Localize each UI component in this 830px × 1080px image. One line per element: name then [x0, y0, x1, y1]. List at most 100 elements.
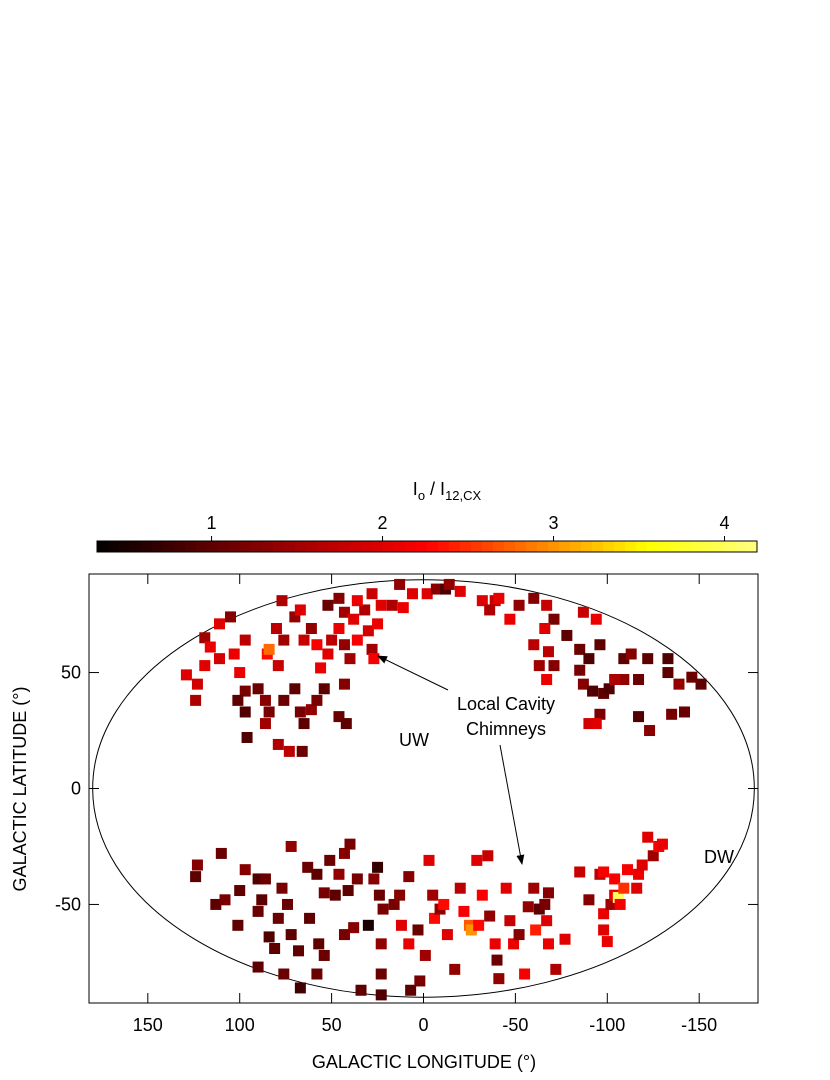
colorbar-segment	[174, 541, 186, 552]
data-point	[338, 678, 350, 690]
data-point	[239, 634, 251, 646]
data-point	[278, 968, 290, 980]
arrow	[499, 744, 525, 865]
data-point	[338, 929, 350, 941]
data-point	[438, 898, 450, 910]
data-point	[386, 599, 398, 611]
data-point	[366, 588, 378, 600]
data-point	[239, 685, 251, 697]
colorbar-segment	[361, 541, 373, 552]
data-point	[574, 866, 586, 878]
colorbar-label-sub: o	[418, 488, 425, 503]
data-point	[414, 975, 426, 987]
data-point	[296, 745, 308, 757]
data-point	[590, 718, 602, 730]
data-point	[351, 595, 363, 607]
data-point	[583, 718, 595, 730]
data-point	[311, 968, 323, 980]
colorbar-segment	[559, 541, 571, 552]
data-point	[191, 859, 203, 871]
data-point	[644, 725, 656, 737]
data-point	[342, 885, 354, 897]
data-point	[304, 912, 316, 924]
data-point	[471, 854, 483, 866]
data-point	[513, 929, 525, 941]
colorbar-frame	[96, 540, 758, 553]
data-point	[598, 908, 610, 920]
data-point	[278, 694, 290, 706]
data-point	[338, 606, 350, 618]
colorbar-segment	[515, 541, 527, 552]
data-point	[574, 664, 586, 676]
data-point	[372, 618, 384, 630]
data-point	[577, 606, 589, 618]
data-point	[618, 653, 630, 665]
data-point	[377, 903, 389, 915]
data-point	[403, 938, 415, 950]
colorbar-segment	[724, 541, 736, 552]
data-point	[232, 919, 244, 931]
data-point	[633, 711, 645, 723]
data-point	[406, 588, 418, 600]
data-point	[539, 898, 551, 910]
data-point	[430, 583, 442, 595]
data-point	[594, 639, 606, 651]
data-point	[508, 938, 520, 950]
data-point	[493, 973, 505, 985]
data-point	[636, 859, 648, 871]
data-point	[351, 873, 363, 885]
data-point	[241, 731, 253, 743]
colorbar-segment	[119, 541, 131, 552]
data-point	[294, 982, 306, 994]
data-point	[441, 929, 453, 941]
data-point	[278, 634, 290, 646]
data-point	[550, 963, 562, 975]
data-point	[598, 924, 610, 936]
data-point	[191, 678, 203, 690]
data-point	[427, 889, 439, 901]
colorbar-segment	[647, 541, 659, 552]
annotation: Chimneys	[466, 719, 546, 739]
colorbar-segment	[691, 541, 703, 552]
data-point	[359, 604, 371, 616]
colorbar-segment	[97, 541, 109, 552]
data-point	[605, 898, 617, 910]
colorbar-segment	[735, 541, 747, 552]
data-point	[340, 718, 352, 730]
data-point	[598, 866, 610, 878]
colorbar-segment	[306, 541, 318, 552]
colorbar-label-sub: 12,CX	[445, 488, 481, 503]
colorbar-segment	[427, 541, 439, 552]
data-point	[348, 922, 360, 934]
data-point	[302, 861, 314, 873]
data-point	[541, 674, 553, 686]
data-point	[533, 660, 545, 672]
data-point	[311, 694, 323, 706]
colorbar-segment	[152, 541, 164, 552]
data-point	[642, 831, 654, 843]
data-point	[252, 961, 264, 973]
data-point	[311, 868, 323, 880]
colorbar-segment	[482, 541, 494, 552]
data-point	[590, 613, 602, 625]
x-tick-label: 150	[133, 1015, 163, 1035]
data-point	[313, 938, 325, 950]
data-point	[213, 653, 225, 665]
data-point	[609, 873, 621, 885]
data-point	[315, 662, 327, 674]
x-axis-label: GALACTIC LONGITUDE (°)	[312, 1052, 536, 1072]
colorbar-segment	[207, 541, 219, 552]
colorbar-segment	[746, 541, 758, 552]
annotation: UW	[399, 730, 429, 750]
data-point	[270, 622, 282, 634]
data-point	[394, 889, 406, 901]
data-point	[405, 984, 417, 996]
colorbar-label-part: / I	[425, 479, 445, 499]
data-point	[375, 599, 387, 611]
data-point	[542, 887, 554, 899]
data-point	[326, 634, 338, 646]
data-point	[318, 887, 330, 899]
data-point	[322, 599, 334, 611]
data-point	[561, 629, 573, 641]
data-point	[449, 963, 461, 975]
